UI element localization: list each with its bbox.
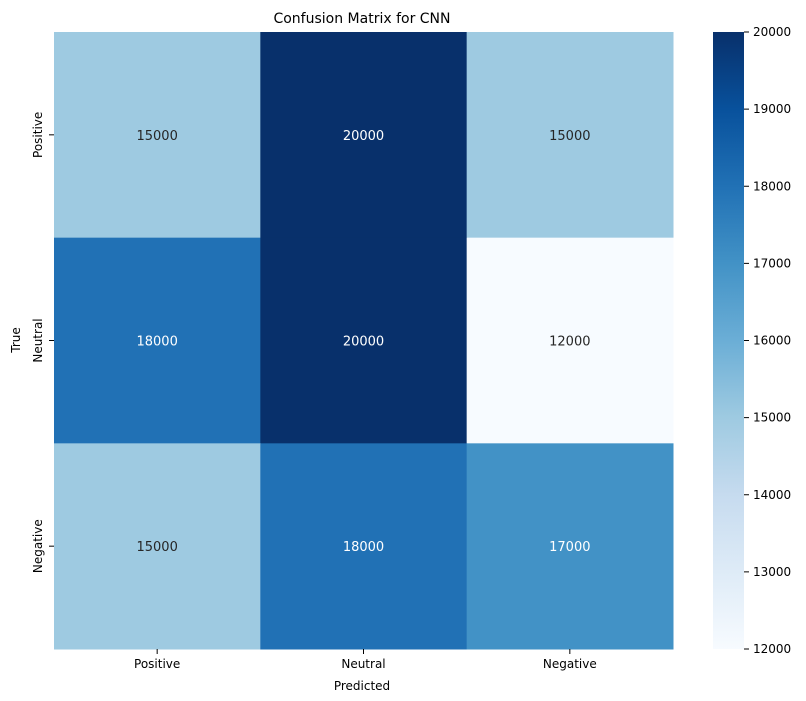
x-tick-label: Positive: [134, 657, 180, 671]
y-axis-label: True: [9, 327, 23, 354]
x-tick-label: Negative: [543, 657, 597, 671]
heatmap-cells: [54, 32, 674, 650]
cell-value-label: 18000: [343, 540, 384, 555]
y-tick-label: Neutral: [31, 318, 45, 362]
colorbar: [713, 32, 744, 649]
heatmap-cell: [260, 32, 468, 239]
cell-value-label: 15000: [136, 540, 177, 555]
heatmap-cell: [466, 443, 674, 650]
colorbar-tick-label: 20000: [753, 25, 791, 39]
colorbar-tick-label: 15000: [753, 411, 791, 425]
colorbar-tick-label: 14000: [753, 488, 791, 502]
y-tick-label: Negative: [31, 519, 45, 573]
cell-value-label: 15000: [549, 129, 590, 144]
y-tick-label: Positive: [31, 112, 45, 158]
x-axis-ticks: Positive Neutral Negative: [134, 649, 597, 671]
cell-value-label: 18000: [136, 335, 177, 350]
heatmap-cell: [54, 237, 261, 444]
colorbar-tick-label: 13000: [753, 565, 791, 579]
y-axis-ticks: Positive Neutral Negative: [31, 112, 54, 573]
cell-value-label: 15000: [136, 129, 177, 144]
colorbar-tick-label: 17000: [753, 256, 791, 270]
heatmap-cell: [260, 443, 468, 650]
heatmap-cell: [466, 32, 674, 239]
colorbar-tick-label: 18000: [753, 179, 791, 193]
cell-value-label: 12000: [549, 335, 590, 350]
heatmap-cell: [54, 443, 261, 650]
chart-title: Confusion Matrix for CNN: [273, 11, 450, 27]
colorbar-tick-label: 12000: [753, 642, 791, 656]
heatmap-cell: [260, 237, 468, 444]
heatmap-cell: [54, 32, 261, 239]
cell-value-label: 20000: [343, 335, 384, 350]
cell-value-label: 20000: [343, 129, 384, 144]
x-tick-label: Neutral: [341, 657, 385, 671]
x-axis-label: Predicted: [334, 679, 390, 693]
cell-value-label: 17000: [549, 540, 590, 555]
colorbar-tick-label: 16000: [753, 334, 791, 348]
colorbar-ticks: 12000 13000 14000 15000 16000 17000 18000 19000…: [744, 25, 791, 656]
heatmap-cell: [466, 237, 674, 444]
heatmap-cell-labels: 15000 20000 15000 18000 20000 12000 15000 18000…: [136, 129, 590, 555]
colorbar-tick-label: 19000: [753, 102, 791, 116]
